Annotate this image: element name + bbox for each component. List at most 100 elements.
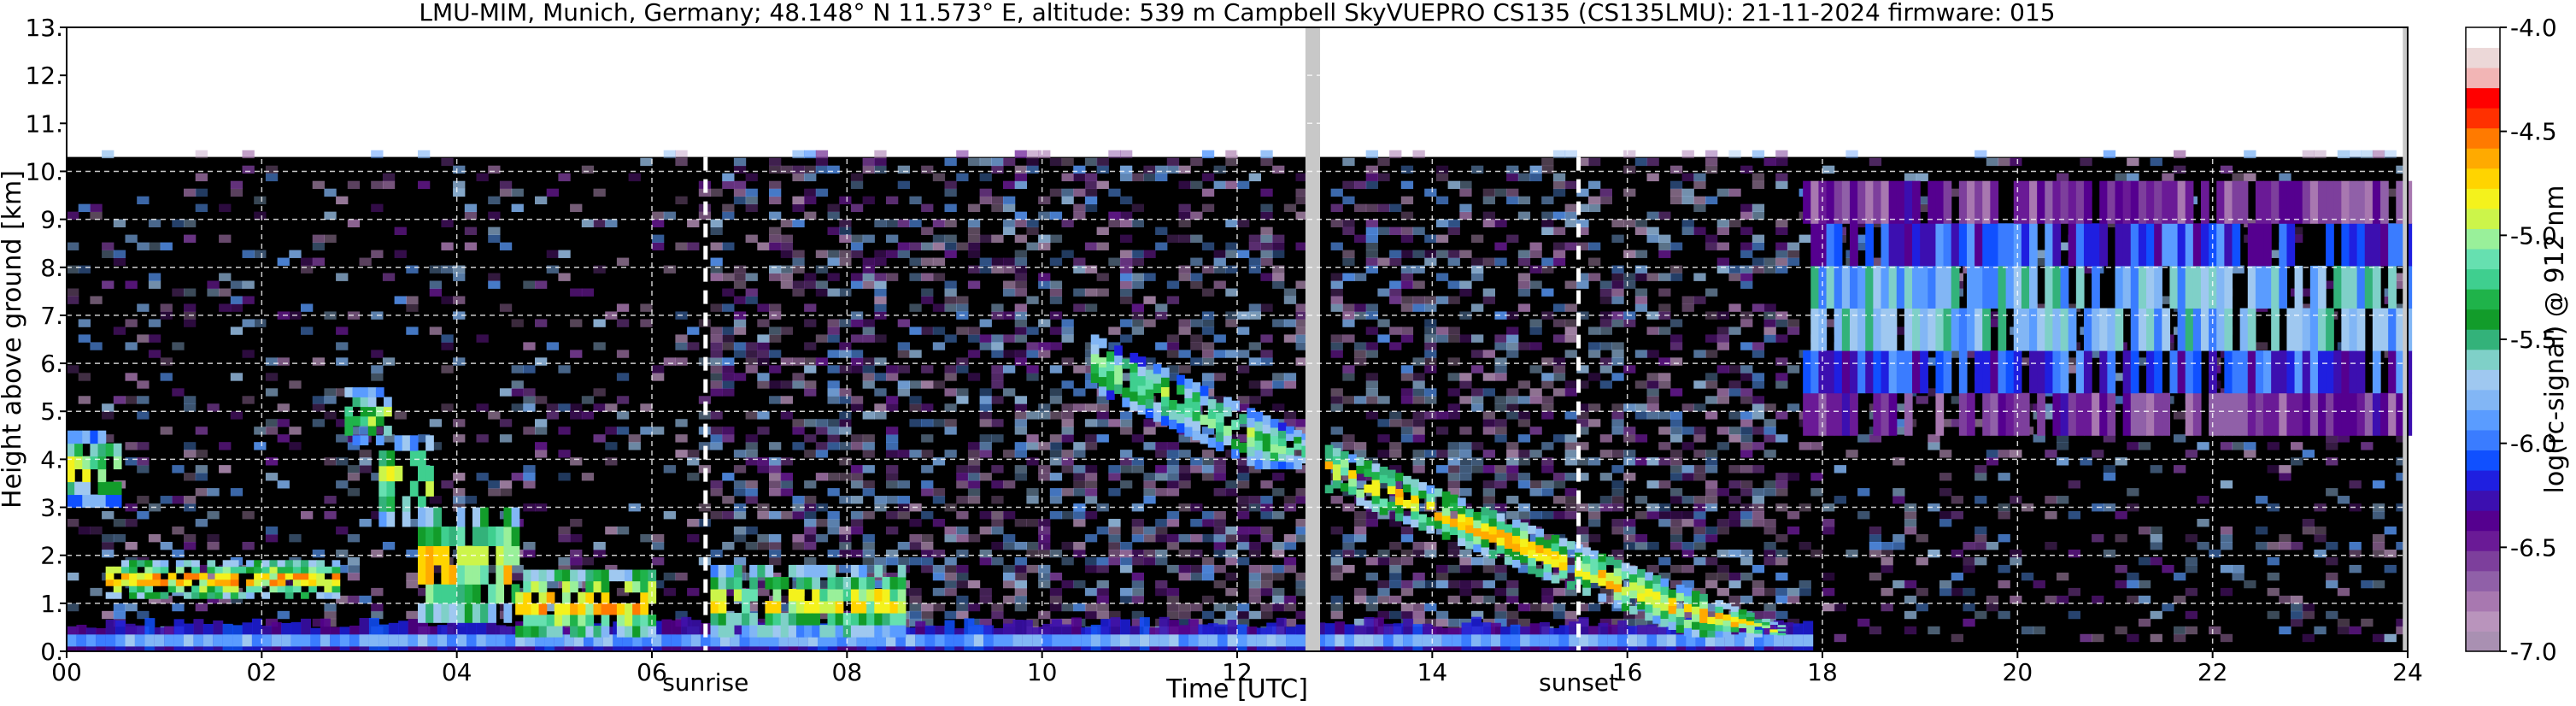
noise-cell [815, 357, 829, 366]
noise-cell [1014, 273, 1027, 281]
surface-layer-cell [456, 634, 467, 647]
noise-cell [932, 342, 946, 350]
noise-cell [1166, 533, 1180, 543]
cloud-cell [1215, 441, 1224, 452]
noise-cell [2314, 626, 2327, 635]
noise-cell [745, 603, 758, 612]
noise-cell [2021, 357, 2034, 366]
surface-layer-cell [1081, 634, 1092, 647]
noise-cell [1014, 173, 1027, 182]
noise-cell [1623, 280, 1636, 289]
noise-cell [242, 250, 255, 258]
noise-cell [792, 288, 805, 297]
cloud-cell [749, 576, 758, 590]
noise-cell [2326, 280, 2338, 289]
noise-cell [733, 450, 747, 458]
noise-cell [2045, 541, 2057, 550]
noise-cell [839, 533, 852, 543]
noise-cell [1014, 595, 1027, 604]
cloud-cell [1270, 460, 1279, 470]
cloud-cell [105, 443, 114, 457]
cloud-cell [324, 566, 333, 574]
noise-cell [1365, 380, 1378, 389]
cloud-cell [105, 591, 114, 599]
surface-layer-cell [856, 634, 867, 647]
noise-cell [1775, 488, 1788, 497]
cloud-cell [1130, 391, 1139, 402]
cloud-cell [1192, 421, 1201, 431]
cloud-cell [1645, 603, 1653, 613]
noise-cell [1576, 203, 1589, 213]
noise-cell [1787, 327, 1800, 335]
noise-cell [1611, 288, 1624, 297]
cloud-cell [515, 626, 524, 638]
noise-cell [1190, 211, 1203, 221]
surface-layer-cell [964, 634, 975, 647]
noise-cell [1564, 319, 1577, 327]
noise-cell [921, 165, 934, 174]
noise-cell [2185, 556, 2198, 566]
noise-cell [1389, 541, 1402, 550]
noise-cell [944, 242, 957, 250]
cloud-cell [632, 580, 641, 593]
cloud-cell [1286, 433, 1294, 441]
noise-cell [1740, 203, 1753, 213]
noise-cell [453, 265, 466, 274]
cloud-cell [386, 511, 396, 527]
noise-cell [488, 280, 501, 289]
noise-cell [1928, 549, 1940, 558]
cloud-cell [1356, 465, 1365, 474]
noise-cell [1213, 373, 1226, 381]
noise-cell [967, 350, 981, 358]
noise-cell [1073, 165, 1086, 174]
noise-cell [862, 373, 875, 381]
cloud-cell [230, 560, 239, 568]
cloud-cell [441, 584, 450, 604]
cloud-cell [207, 579, 216, 586]
noise-cell [1014, 541, 1027, 550]
cloud-cell [1458, 505, 1466, 515]
noise-cell [511, 319, 524, 327]
cloud-cell [1621, 603, 1630, 612]
noise-cell [1716, 488, 1729, 497]
noise-cell [769, 572, 782, 581]
noise-cell [1728, 380, 1741, 389]
cloud-cell [1379, 498, 1388, 508]
noise-cell [1260, 227, 1273, 235]
cloud-cell [1114, 384, 1123, 394]
cloud-cell [152, 579, 161, 586]
noise-cell [1003, 334, 1016, 343]
noise-cell [2302, 150, 2315, 159]
noise-cell [1377, 157, 1390, 167]
surface-layer-cell [584, 634, 595, 647]
cloud-cell [1652, 583, 1662, 592]
cloud-cell [425, 527, 434, 546]
surface-layer-cell [652, 634, 663, 647]
noise-cell [979, 618, 992, 627]
cloud-cell [897, 601, 907, 614]
cloud-cell [386, 465, 396, 482]
noise-cell [733, 296, 747, 304]
noise-cell [1716, 396, 1729, 404]
noise-cell [2115, 533, 2127, 543]
noise-cell [2138, 595, 2151, 604]
noise-cell [1049, 342, 1063, 350]
noise-cell [1330, 403, 1343, 412]
noise-cell [242, 396, 255, 404]
noise-cell [1049, 572, 1063, 581]
cloud-cell [207, 566, 216, 574]
noise-cell [944, 388, 957, 397]
noise-cell [1459, 180, 1472, 190]
noise-cell [1096, 595, 1109, 604]
noise-cell [1248, 173, 1261, 182]
noise-cell [710, 488, 723, 497]
noise-cell [2279, 541, 2291, 550]
noise-cell [2127, 580, 2139, 589]
noise-cell [2267, 442, 2280, 450]
noise-cell [499, 303, 513, 312]
noise-cell [839, 234, 852, 243]
surface-layer-cell [1715, 634, 1726, 647]
noise-cell [1166, 350, 1180, 358]
noise-cell [1120, 480, 1133, 489]
noise-cell [886, 403, 899, 412]
